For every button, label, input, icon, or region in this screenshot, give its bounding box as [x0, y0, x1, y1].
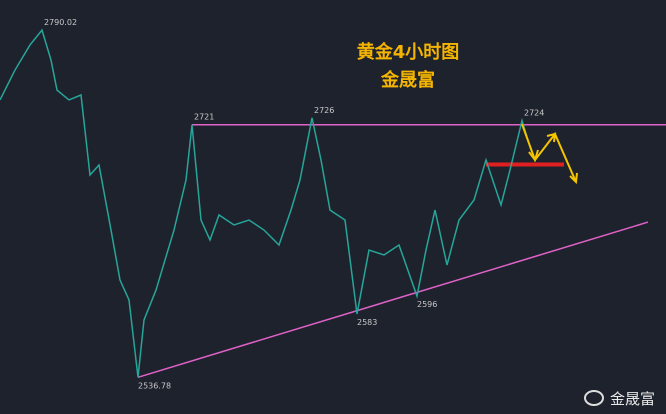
- value-label: 2721: [194, 113, 214, 122]
- value-label: 2536.78: [138, 381, 171, 390]
- chart-subtitle: 金晟富: [380, 69, 435, 91]
- level-line: [137, 221, 649, 379]
- projection-arrows: [521, 123, 578, 185]
- value-label: 2724: [524, 109, 544, 118]
- arrow-head: [546, 132, 557, 143]
- weibo-icon: [584, 390, 604, 406]
- projection-path: [521, 123, 577, 183]
- price-line: [0, 28, 532, 378]
- arrow-head: [569, 172, 578, 185]
- watermark: 金晟富: [584, 390, 655, 408]
- value-label: 2596: [417, 300, 437, 309]
- value-label: 2790.02: [44, 18, 77, 27]
- chart-title: 黄金4小时图: [357, 41, 460, 63]
- arrow-head: [528, 149, 539, 163]
- value-label: 2583: [357, 318, 377, 327]
- watermark-text: 金晟富: [610, 390, 655, 408]
- value-label: 2726: [314, 106, 334, 115]
